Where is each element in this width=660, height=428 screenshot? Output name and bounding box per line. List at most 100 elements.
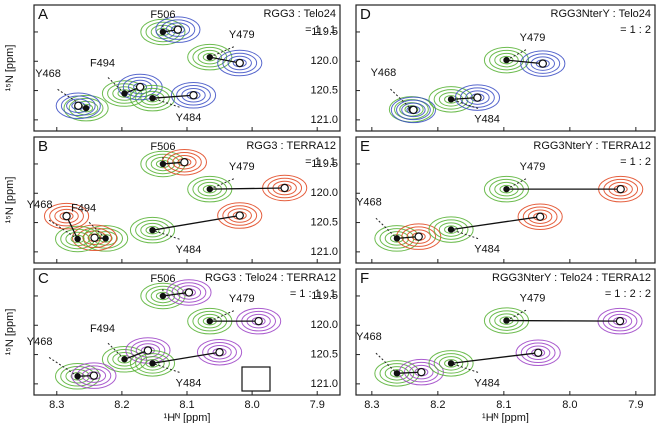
free-peak <box>393 370 401 377</box>
contour <box>54 208 79 224</box>
bound-peak <box>254 316 263 326</box>
bound-peak <box>417 367 426 377</box>
bound-peak <box>409 105 418 115</box>
shift-arrow <box>209 56 240 64</box>
contour <box>517 203 563 230</box>
contour <box>222 205 258 226</box>
y-tick-label: 121.0 <box>310 378 338 390</box>
bound-peak <box>280 183 289 193</box>
contour <box>515 339 561 367</box>
free-peak <box>159 28 167 36</box>
residue-label: Y479 <box>229 29 255 41</box>
contour <box>145 153 181 175</box>
panel-ratio: = 1 : 2 : 2 <box>605 288 651 300</box>
x-tick-label: 8.2 <box>114 399 129 411</box>
contour <box>401 102 426 118</box>
bound-peak <box>235 58 244 68</box>
contour <box>525 345 551 361</box>
y-tick-label: 119.5 <box>311 158 338 170</box>
contour <box>71 224 118 252</box>
free-peak <box>393 235 401 242</box>
shift-arrow <box>152 94 194 99</box>
bound-peak <box>616 184 625 194</box>
bound-peak <box>215 348 224 357</box>
free-peak <box>447 226 455 233</box>
leader <box>375 217 398 239</box>
contour <box>70 234 85 244</box>
bound-peak <box>62 211 71 221</box>
contour <box>83 225 129 252</box>
x-tick-label: 8.3 <box>49 399 64 411</box>
free-peak <box>447 360 455 367</box>
residue-label: Y468 <box>27 336 53 348</box>
bound-peak <box>533 348 543 358</box>
contour <box>454 84 501 111</box>
bound-peak <box>538 59 547 68</box>
free-peak <box>82 104 90 112</box>
leader <box>209 46 234 58</box>
contour <box>166 279 212 306</box>
residue-label: Y484 <box>176 112 202 124</box>
contour <box>88 228 124 249</box>
contour <box>135 219 170 241</box>
shift-arrow <box>506 319 621 322</box>
bound-peak <box>173 25 183 34</box>
x-axis-label: ¹Hᴺ [ppm] <box>482 412 529 423</box>
free-peak <box>74 373 81 380</box>
contour <box>101 80 148 107</box>
free-peak <box>206 317 213 325</box>
contour <box>390 96 437 124</box>
residue-label: Y468 <box>371 67 397 79</box>
free-peak <box>149 94 156 102</box>
x-tick-label: 8.0 <box>244 399 259 411</box>
contour <box>145 285 181 307</box>
y-tick-label: 120.0 <box>310 319 338 331</box>
x-tick-label: 7.9 <box>310 399 325 411</box>
leader <box>152 229 180 240</box>
leader <box>107 342 125 360</box>
free-peak <box>121 90 128 97</box>
y-tick-label: 120.5 <box>310 84 338 96</box>
panel-title: RGG3NterY : Telo24 : TERRA12 <box>492 272 651 284</box>
contour <box>483 46 530 74</box>
panel-ratio: = 1 : 1 : 1 <box>290 288 336 300</box>
shift-arrow <box>450 216 541 231</box>
y-tick-label: 120.5 <box>310 216 338 228</box>
contour <box>122 76 158 98</box>
x-tick-label: 8.0 <box>562 399 577 411</box>
residue-label: Y468 <box>356 196 382 208</box>
contour <box>202 341 237 363</box>
contour <box>49 205 84 227</box>
contour <box>166 151 202 173</box>
contour <box>181 88 206 103</box>
contour <box>176 85 211 106</box>
highlight-box <box>241 366 271 392</box>
leader <box>48 219 78 240</box>
contour <box>196 338 243 366</box>
bound-peak <box>189 91 198 100</box>
bound-peak <box>90 233 99 242</box>
contour <box>66 98 91 114</box>
contour <box>172 154 197 170</box>
contour <box>396 99 431 121</box>
panel-title: RGG3NterY : TERRA12 <box>533 140 651 152</box>
contour <box>207 344 232 360</box>
leader <box>152 362 180 373</box>
panel-letter: B <box>38 138 48 155</box>
contour <box>460 87 495 108</box>
bound-peak <box>74 101 83 111</box>
contour <box>145 359 160 368</box>
contour <box>530 56 555 71</box>
plot-area <box>388 46 566 124</box>
contour <box>140 356 165 371</box>
contour <box>433 219 469 240</box>
free-peak <box>102 235 109 242</box>
panel-letter: D <box>360 6 371 23</box>
free-peak <box>447 96 455 103</box>
y-tick-label: 120.0 <box>310 55 338 67</box>
panel-ratio: = 1 : 2 <box>620 24 651 36</box>
shift-arrow <box>162 291 190 297</box>
contour <box>135 87 170 109</box>
contour <box>388 96 435 123</box>
